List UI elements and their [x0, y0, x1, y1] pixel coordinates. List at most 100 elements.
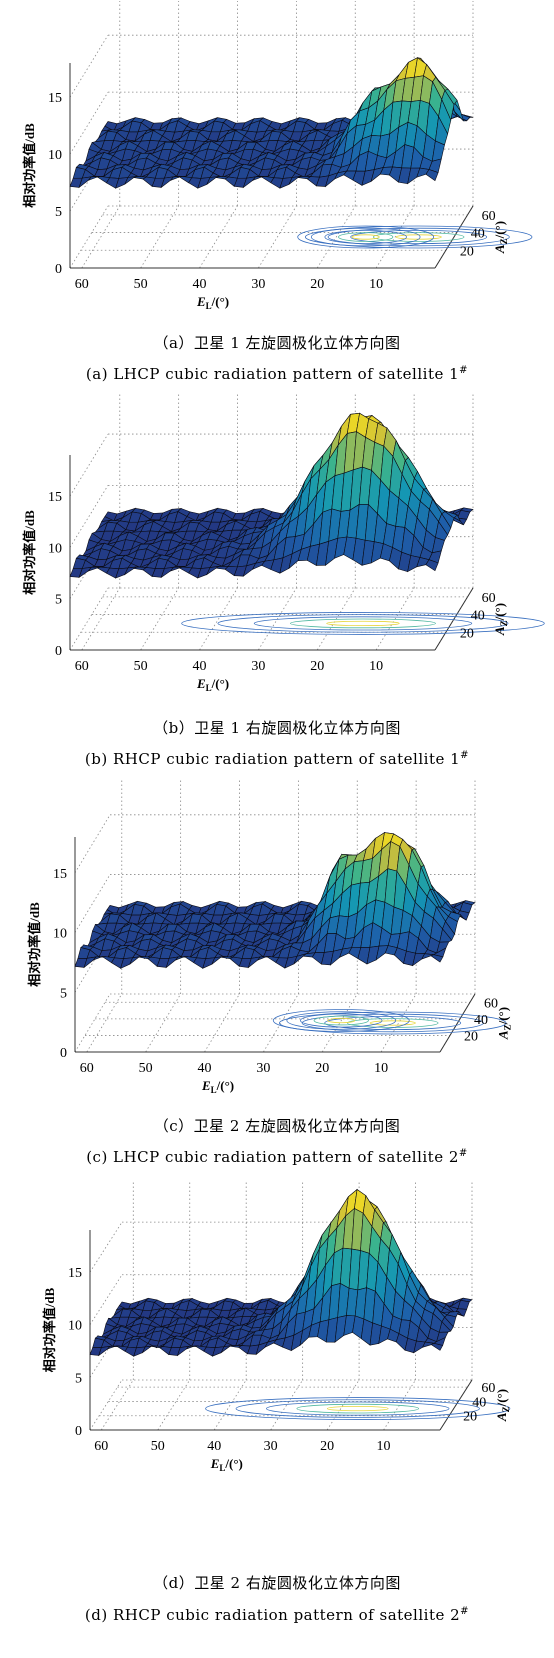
- contour-ring: [279, 1011, 507, 1035]
- caption-cn-c: （c）卫星 2 左旋圆极化立体方向图: [153, 1117, 401, 1135]
- x-tick-label: 20: [310, 277, 324, 292]
- axis-labels: 相对功率值/dB EL/(°) AZ/(°): [22, 123, 509, 311]
- z-tick-label: 15: [48, 490, 62, 505]
- x-axis-label: EL/(°): [201, 1078, 234, 1095]
- chart-panel-c: 60 50 40 30 20 10 20 40 60 0 5 10 15 相对功率值/dB EL/(°) AZ…: [0, 779, 554, 1195]
- x-axis-label: EL/(°): [210, 1456, 243, 1473]
- x-tick-label: 40: [193, 659, 207, 674]
- y-tick-label: 40: [472, 1395, 486, 1410]
- contour-ring: [181, 612, 545, 635]
- contour-ring: [324, 1015, 462, 1030]
- y-tick-label: 20: [460, 244, 474, 259]
- contour-ring: [286, 1011, 397, 1030]
- contour-ring: [297, 225, 435, 249]
- y-tick-label: 60: [481, 1381, 495, 1396]
- x-tick-label: 20: [315, 1061, 329, 1076]
- contour-ring: [272, 1009, 410, 1032]
- z-tick-label: 10: [48, 148, 62, 163]
- contour-ring: [313, 1015, 369, 1026]
- contour-projection: [297, 225, 533, 249]
- y-axis-line: [439, 1379, 473, 1431]
- z-tick-label: 15: [53, 867, 67, 882]
- contour-ring: [304, 225, 533, 249]
- caption-en-a: (a) LHCP cubic radiation pattern of sate…: [85, 365, 469, 383]
- contour-ring: [395, 234, 442, 240]
- x-tick-label: 20: [310, 659, 324, 674]
- surface-mesh: [74, 831, 476, 969]
- z-axis-label: 相对功率值/dB: [42, 1287, 57, 1372]
- z-tick-label: 10: [53, 927, 67, 942]
- contour-ring: [310, 227, 421, 247]
- contour-ring: [290, 618, 436, 629]
- surface-facet: [425, 169, 439, 182]
- x-tick-label: 50: [134, 659, 148, 674]
- contour-ring: [301, 1013, 484, 1033]
- contour-ring: [326, 1405, 389, 1412]
- chart-panel-b: 60 50 40 30 20 10 20 40 60 0 5 10 15 相对功率值/dB EL/(°) AZ…: [0, 393, 554, 790]
- x-tick-label: 10: [374, 1061, 388, 1076]
- axes: [69, 63, 474, 269]
- caption-cn-a: （a）卫星 1 左旋圆极化立体方向图: [153, 334, 401, 352]
- contour-ring: [253, 616, 473, 631]
- caption-cn-d: （d）卫星 2 右旋圆极化立体方向图: [153, 1574, 401, 1592]
- axes: [69, 455, 474, 651]
- contour-ring: [205, 1397, 511, 1420]
- caption-cn-b: （b）卫星 1 右旋圆极化立体方向图: [153, 719, 401, 737]
- z-tick-label: 5: [60, 986, 67, 1001]
- z-tick-label: 15: [68, 1266, 82, 1281]
- z-tick-label: 10: [48, 541, 62, 556]
- contour-ring: [326, 620, 400, 627]
- surface-facet: [425, 559, 439, 572]
- axes: [74, 837, 476, 1053]
- x-tick-label: 50: [134, 277, 148, 292]
- y-axis-label: AZ/(°): [494, 1389, 511, 1422]
- y-tick-label: 20: [460, 626, 474, 641]
- y-axis-label: AZ/(°): [496, 1007, 513, 1040]
- contour-ring: [338, 232, 394, 242]
- z-tick-label: 0: [60, 1046, 67, 1061]
- axis-labels: 相对功率值/dB EL/(°) AZ/(°): [27, 902, 513, 1095]
- y-tick-label: 40: [471, 609, 485, 624]
- axis-labels: 相对功率值/dB EL/(°) AZ/(°): [22, 510, 509, 693]
- y-axis-line: [434, 205, 474, 269]
- contour-ring: [369, 1020, 416, 1026]
- x-tick-label: 10: [377, 1439, 391, 1454]
- y-tick-label: 20: [464, 1029, 478, 1044]
- y-tick-label: 40: [474, 1013, 488, 1028]
- y-tick-label: 60: [482, 209, 496, 224]
- contour-projection: [205, 1397, 511, 1420]
- contour-ring: [324, 229, 407, 244]
- contour-ring: [327, 227, 510, 247]
- x-tick-label: 40: [207, 1439, 221, 1454]
- contour-ring: [217, 614, 509, 633]
- z-tick-label: 0: [55, 262, 62, 277]
- x-axis-label: EL/(°): [196, 676, 229, 693]
- x-tick-label: 50: [151, 1439, 165, 1454]
- surface-chart-b: 60 50 40 30 20 10 20 40 60 0 5 10 15 相对功率值/dB EL/(°) AZ…: [22, 393, 545, 693]
- z-tick-label: 0: [55, 644, 62, 659]
- y-axis-label: AZ/(°): [492, 221, 509, 254]
- x-tick-label: 50: [139, 1061, 153, 1076]
- contour-ring: [235, 1399, 480, 1418]
- x-tick-label: 30: [256, 1061, 270, 1076]
- y-tick-label: 60: [482, 591, 496, 606]
- surface-facet: [430, 1343, 444, 1351]
- x-tick-label: 30: [251, 659, 265, 674]
- x-tick-label: 30: [264, 1439, 278, 1454]
- surface-mesh: [89, 1188, 473, 1357]
- z-tick-label: 5: [55, 205, 62, 220]
- contour-ring: [351, 234, 380, 240]
- z-tick-label: 10: [68, 1319, 82, 1334]
- y-tick-label: 60: [484, 996, 498, 1011]
- surface-mesh: [69, 412, 474, 579]
- x-tick-label: 60: [75, 659, 89, 674]
- x-tick-label: 10: [369, 659, 383, 674]
- surface-mesh: [69, 57, 474, 189]
- contour-ring: [300, 1013, 383, 1028]
- y-axis-label: AZ/(°): [492, 603, 509, 636]
- surface-facet: [430, 954, 444, 963]
- y-axis-line: [434, 587, 474, 651]
